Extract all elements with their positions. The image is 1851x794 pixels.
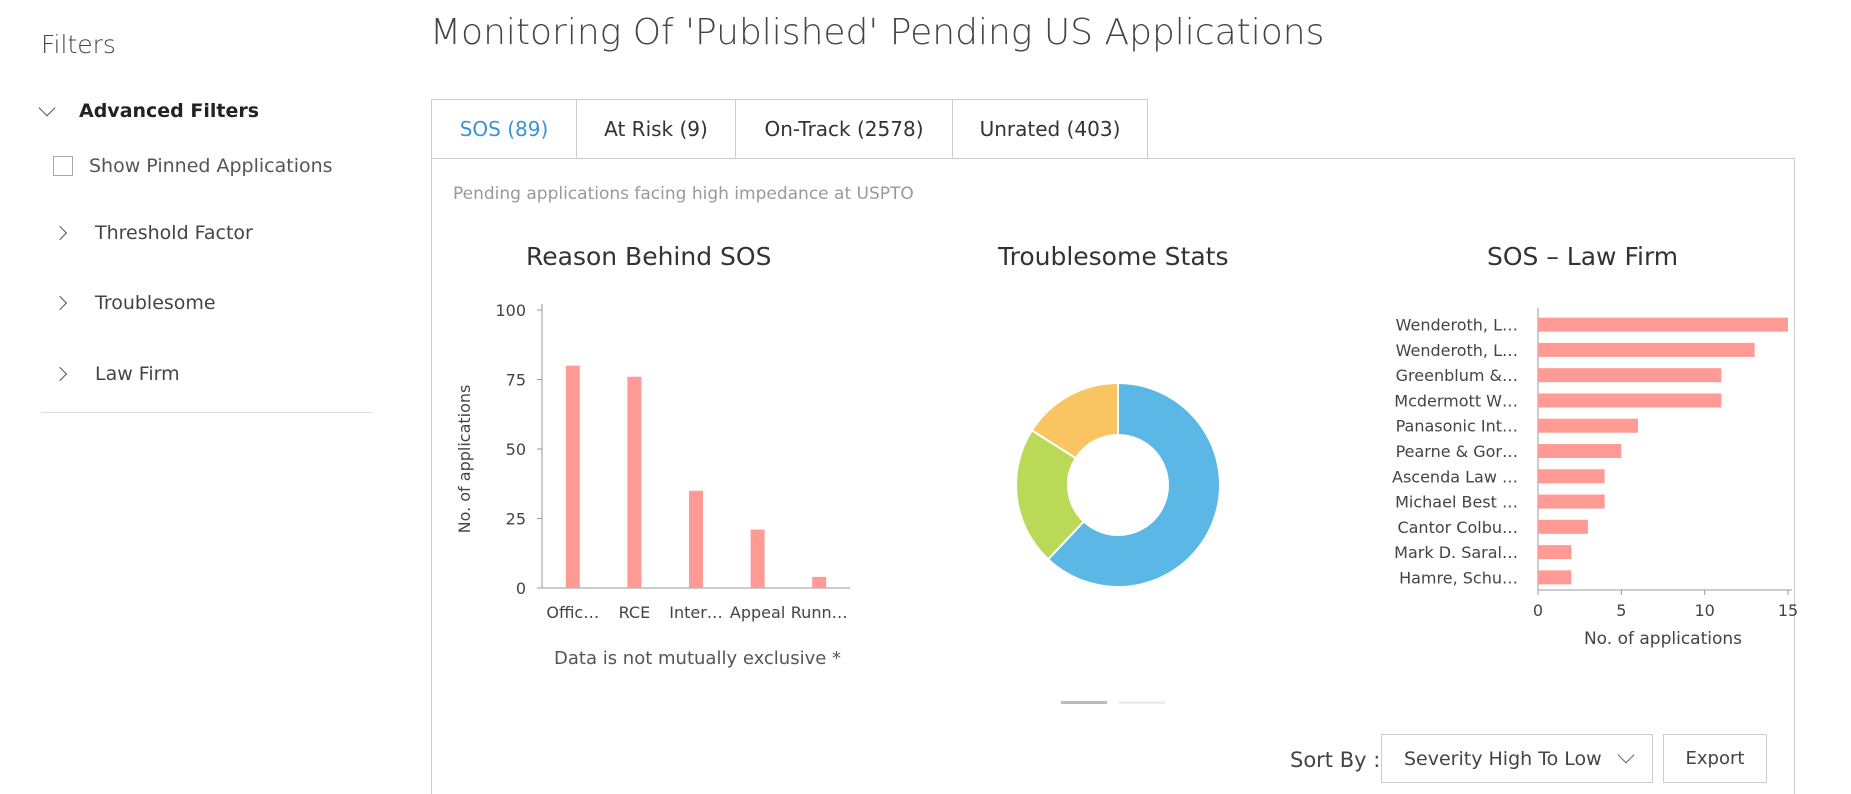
- reason-bar-chart: 0 25 50 75 100 Offic… RCE Inter… Appeal Runn… No. …: [455, 301, 850, 622]
- advanced-filters-toggle[interactable]: Advanced Filters: [38, 99, 260, 122]
- y-tick-label: Greenblum &…: [1396, 366, 1518, 385]
- carousel-pager: [1061, 701, 1165, 704]
- tab-panel: [431, 158, 1795, 794]
- bar: [1538, 469, 1605, 484]
- page-title: Monitoring Of 'Published' Pending US App…: [430, 12, 1325, 53]
- troublesome-donut-chart: [1015, 381, 1221, 588]
- bar: [1538, 368, 1722, 383]
- sort-select[interactable]: Severity High To Low: [1381, 734, 1653, 783]
- bar: [1538, 494, 1605, 509]
- y-tick-label: 75: [506, 371, 526, 390]
- bar: [812, 576, 827, 588]
- y-tick-label: 0: [516, 579, 526, 598]
- sidebar-divider: [41, 412, 371, 413]
- donut-slice: [1015, 428, 1086, 561]
- y-tick-label: Cantor Colbu…: [1397, 518, 1518, 537]
- chevron-right-icon: [52, 366, 68, 382]
- filter-threshold-factor[interactable]: Threshold Factor: [52, 222, 253, 244]
- filter-label: Troublesome: [95, 292, 216, 314]
- tab-unrated[interactable]: Unrated (403): [953, 99, 1148, 159]
- chart-title-reason: Reason Behind SOS: [526, 242, 772, 271]
- chevron-right-icon: [52, 295, 68, 311]
- bar: [1538, 545, 1572, 560]
- sort-select-value: Severity High To Low: [1404, 747, 1602, 770]
- x-tick-label: RCE: [619, 603, 651, 622]
- show-pinned-label: Show Pinned Applications: [89, 155, 333, 177]
- filter-label: Threshold Factor: [95, 222, 253, 244]
- y-tick-label: Wenderoth, L…: [1396, 341, 1518, 360]
- filter-label: Law Firm: [95, 363, 180, 385]
- x-tick-label: Runn…: [791, 603, 848, 622]
- tab-sos[interactable]: SOS (89): [431, 99, 577, 159]
- y-axis-label: No. of applications: [455, 385, 474, 534]
- chart-title-law-firm: SOS – Law Firm: [1487, 242, 1679, 271]
- y-tick-label: 100: [495, 301, 526, 320]
- y-tick-label: 50: [506, 440, 526, 459]
- y-tick-label: Ascenda Law …: [1392, 467, 1518, 486]
- x-tick-label: Inter…: [669, 603, 723, 622]
- bar: [627, 376, 642, 588]
- bar: [1538, 317, 1788, 332]
- y-tick-label: Mcdermott W…: [1394, 391, 1518, 410]
- y-tick-label: Michael Best …: [1395, 493, 1518, 512]
- chart-note: Data is not mutually exclusive *: [554, 648, 842, 669]
- filter-troublesome[interactable]: Troublesome: [52, 292, 216, 314]
- panel-subtitle: Pending applications facing high impedan…: [453, 184, 914, 204]
- status-tabs: SOS (89) At Risk (9) On-Track (2578) Unr…: [431, 99, 1148, 159]
- chevron-right-icon: [52, 225, 68, 241]
- bar: [1538, 342, 1755, 357]
- bar: [1538, 393, 1722, 408]
- chart-title-troublesome: Troublesome Stats: [998, 242, 1229, 271]
- bar: [1538, 444, 1622, 458]
- filter-law-firm[interactable]: Law Firm: [52, 363, 180, 385]
- bar: [689, 490, 703, 588]
- bar: [750, 529, 765, 588]
- bar: [565, 365, 580, 588]
- pager-dot[interactable]: [1119, 701, 1165, 704]
- x-axis-label: No. of applications: [1584, 629, 1742, 649]
- x-tick-label: 15: [1778, 601, 1798, 620]
- law-firm-bar-chart: 0 5 10 15 Wenderoth, L… Wenderoth, L… Greenblu…: [1392, 308, 1798, 649]
- x-tick-label: Appeal: [730, 603, 785, 622]
- y-tick-label: 25: [506, 510, 526, 529]
- sort-label: Sort By :: [1290, 748, 1381, 772]
- y-tick-label: Pearne & Gor…: [1396, 442, 1518, 461]
- donut-slice: [1046, 381, 1221, 588]
- y-tick-label: Panasonic Int…: [1396, 417, 1518, 436]
- filters-sidebar: Filters Advanced Filters Show Pinned App…: [0, 0, 380, 794]
- advanced-filters-label: Advanced Filters: [79, 100, 260, 122]
- chevron-down-icon: [38, 99, 56, 117]
- tab-on-track[interactable]: On-Track (2578): [736, 99, 953, 159]
- donut-slice: [1030, 381, 1119, 460]
- x-tick-label: Offic…: [546, 603, 599, 622]
- y-tick-label: Mark D. Saral…: [1394, 543, 1518, 562]
- bar: [1538, 418, 1638, 433]
- bar: [1538, 519, 1588, 534]
- show-pinned-option[interactable]: Show Pinned Applications: [53, 155, 333, 177]
- tab-at-risk[interactable]: At Risk (9): [577, 99, 736, 159]
- chevron-down-icon: [1617, 746, 1635, 764]
- bar: [1538, 570, 1572, 585]
- x-tick-label: 10: [1694, 601, 1714, 620]
- export-button[interactable]: Export: [1663, 734, 1767, 783]
- y-tick-label: Hamre, Schu…: [1399, 568, 1518, 587]
- filters-title: Filters: [41, 30, 116, 59]
- y-tick-label: Wenderoth, L…: [1396, 316, 1518, 335]
- show-pinned-checkbox[interactable]: [53, 156, 73, 176]
- pager-dot[interactable]: [1061, 701, 1107, 704]
- x-tick-label: 0: [1533, 601, 1543, 620]
- x-tick-label: 5: [1616, 601, 1626, 620]
